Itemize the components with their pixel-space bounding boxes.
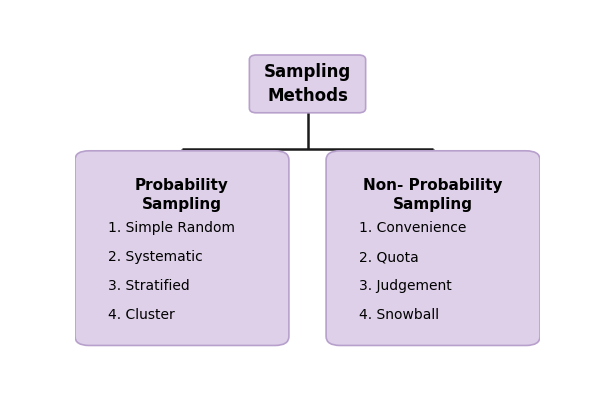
FancyBboxPatch shape — [326, 151, 540, 346]
Text: 2. Systematic: 2. Systematic — [107, 250, 202, 264]
Text: Non- Probability
Sampling: Non- Probability Sampling — [364, 178, 503, 212]
Text: Probability
Sampling: Probability Sampling — [135, 178, 229, 212]
Text: 4. Snowball: 4. Snowball — [359, 308, 439, 322]
FancyBboxPatch shape — [250, 55, 365, 113]
Text: 2. Quota: 2. Quota — [359, 250, 418, 264]
Text: 1. Simple Random: 1. Simple Random — [107, 221, 235, 235]
Text: Sampling
Methods: Sampling Methods — [264, 63, 351, 105]
Text: 3. Judgement: 3. Judgement — [359, 279, 451, 293]
Text: 4. Cluster: 4. Cluster — [107, 308, 175, 322]
Text: 3. Stratified: 3. Stratified — [107, 279, 190, 293]
FancyBboxPatch shape — [75, 151, 289, 346]
Text: 1. Convenience: 1. Convenience — [359, 221, 466, 235]
